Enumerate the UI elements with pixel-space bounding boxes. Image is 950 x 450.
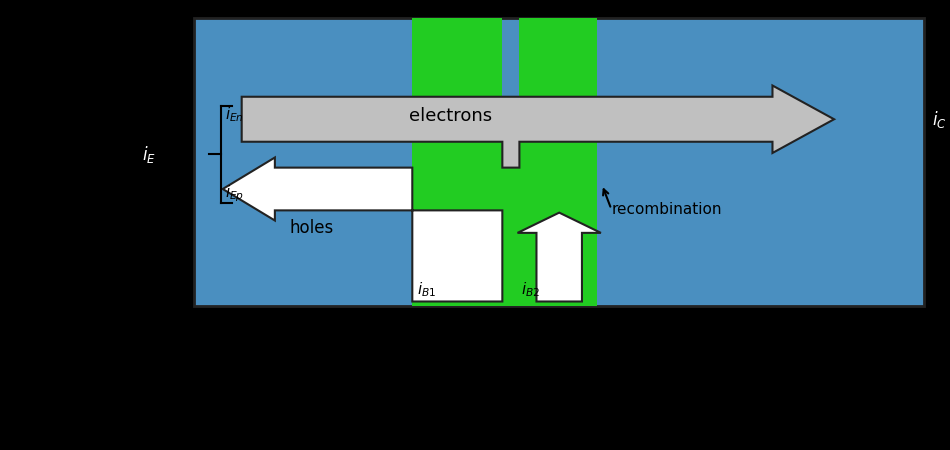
Bar <box>195 18 924 306</box>
Polygon shape <box>222 158 503 302</box>
Text: $i_{B2}$: $i_{B2}$ <box>522 280 541 299</box>
Text: $i_{B1}$: $i_{B1}$ <box>417 280 436 299</box>
Text: electrons: electrons <box>408 107 492 125</box>
Text: $i_E$: $i_E$ <box>142 144 156 165</box>
Bar <box>520 18 598 306</box>
Text: $i_{En}$: $i_{En}$ <box>224 105 243 124</box>
Bar <box>412 142 598 306</box>
Polygon shape <box>518 213 601 302</box>
Text: $i_{Ep}$: $i_{Ep}$ <box>224 183 244 204</box>
Text: holes: holes <box>289 220 333 238</box>
Bar <box>412 18 503 306</box>
Text: $i_C$: $i_C$ <box>932 109 946 130</box>
Text: recombination: recombination <box>612 202 722 217</box>
Polygon shape <box>241 86 834 168</box>
